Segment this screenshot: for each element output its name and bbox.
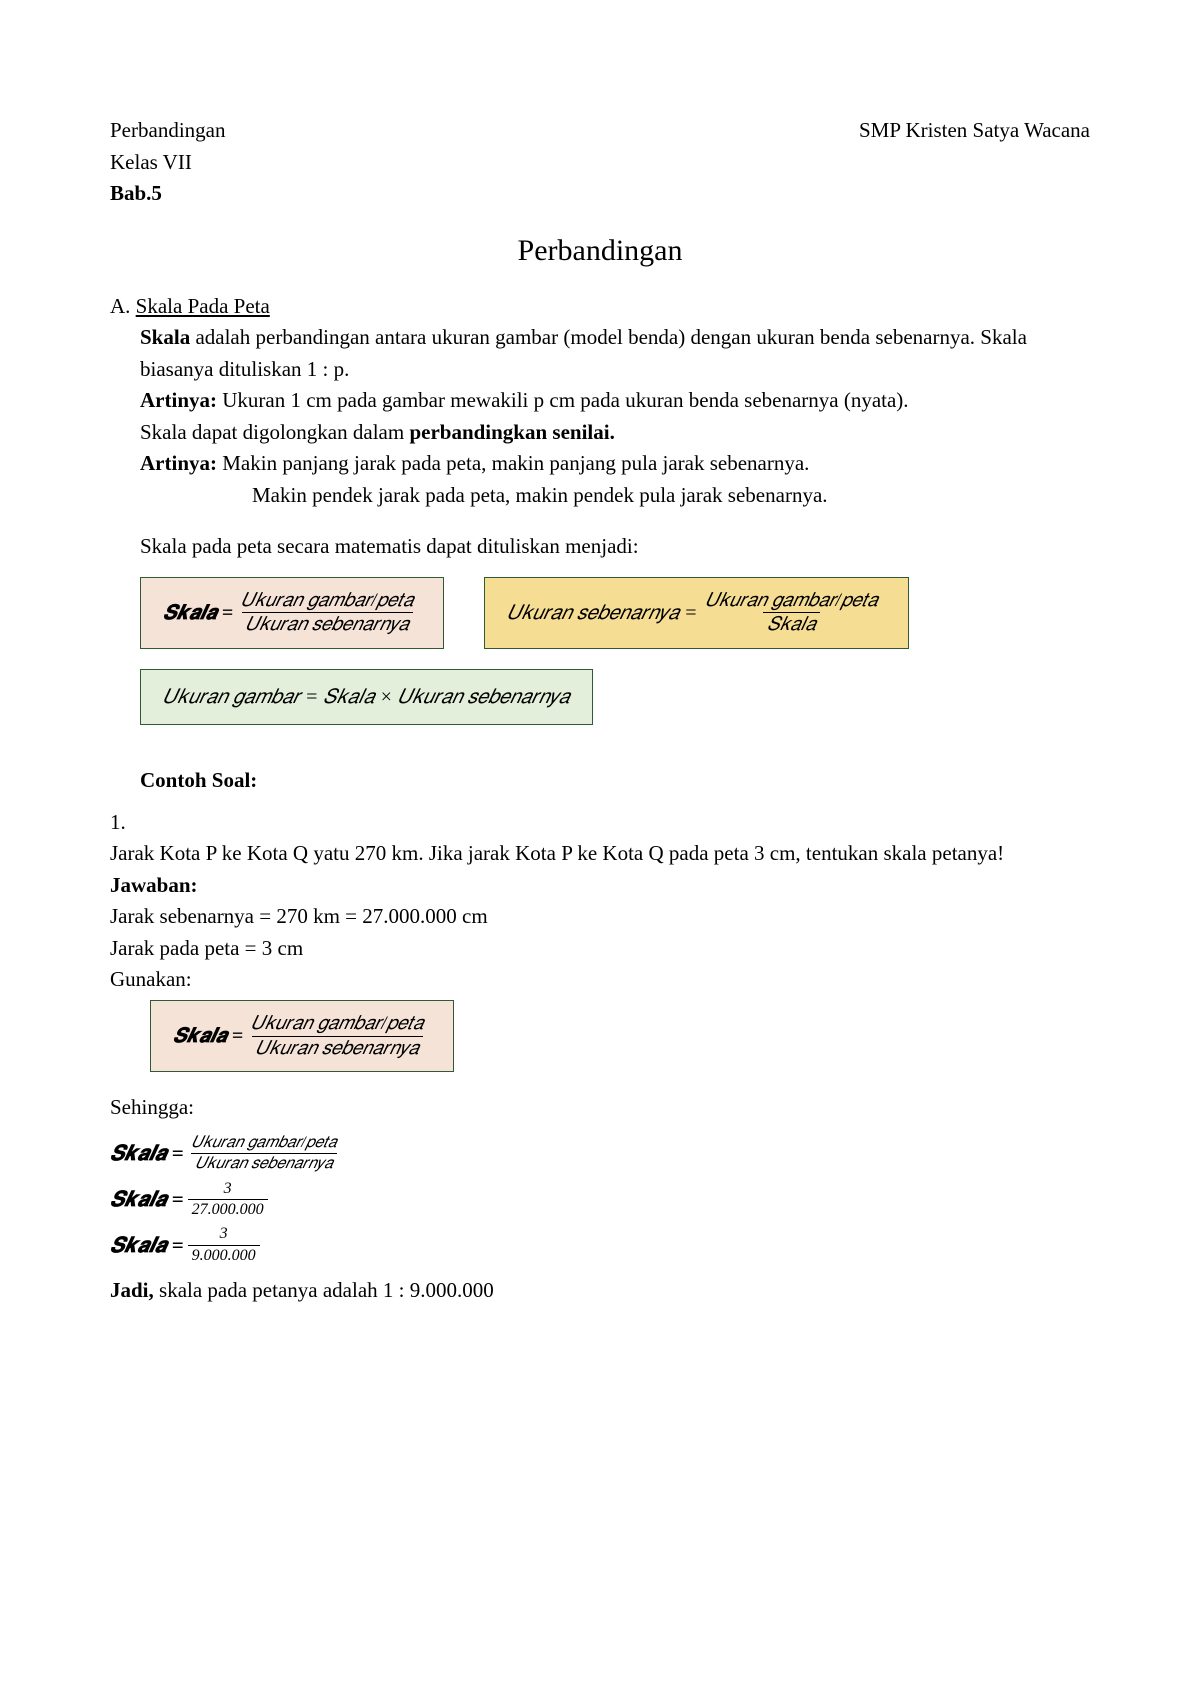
ans-line3: Gunakan: xyxy=(110,964,1056,996)
eq2: 𝑺𝒌𝒂𝒍𝒂 = 3 27.000.000 xyxy=(110,1180,1056,1220)
eq2-frac: 3 27.000.000 xyxy=(188,1180,268,1220)
g-lhs: 𝑺𝒌𝒂𝒍𝒂 = xyxy=(173,1021,243,1051)
senilai-bold: perbandingkan senilai. xyxy=(409,420,614,444)
gunakan-box: 𝑺𝒌𝒂𝒍𝒂 = 𝑈𝑘𝑢𝑟𝑎𝑛 𝑔𝑎𝑚𝑏𝑎𝑟/𝑝𝑒𝑡𝑎 𝑈𝑘𝑢𝑟𝑎𝑛 𝑠𝑒𝑏𝑒𝑛𝑎… xyxy=(150,1000,454,1073)
page-header: Perbandingan Kelas VII Bab.5 SMP Kristen… xyxy=(110,115,1090,210)
f2-lhs: 𝑈𝑘𝑢𝑟𝑎𝑛 𝑠𝑒𝑏𝑒𝑛𝑎𝑟𝑛𝑦𝑎 = xyxy=(507,598,697,628)
eq3: 𝑺𝒌𝒂𝒍𝒂 = 3 9.000.000 xyxy=(110,1225,1056,1265)
eq3-frac: 3 9.000.000 xyxy=(188,1225,260,1265)
q1-number: 1. xyxy=(110,807,140,839)
formula-box-sebenarnya: 𝑈𝑘𝑢𝑟𝑎𝑛 𝑠𝑒𝑏𝑒𝑛𝑎𝑟𝑛𝑦𝑎 = 𝑈𝑘𝑢𝑟𝑎𝑛 𝑔𝑎𝑚𝑏𝑎𝑟/𝑝𝑒𝑡𝑎 𝑆… xyxy=(484,577,908,650)
eq1-den: 𝑈𝑘𝑢𝑟𝑎𝑛 𝑠𝑒𝑏𝑒𝑛𝑎𝑟𝑛𝑦𝑎 xyxy=(191,1153,336,1173)
header-subject: Perbandingan xyxy=(110,115,225,147)
f1-den: 𝑈𝑘𝑢𝑟𝑎𝑛 𝑠𝑒𝑏𝑒𝑛𝑎𝑟𝑛𝑦𝑎 xyxy=(242,612,413,636)
para-senilai: Skala dapat digolongkan dalam perbanding… xyxy=(140,417,1090,449)
gunakan-box-wrap: 𝑺𝒌𝒂𝒍𝒂 = 𝑈𝑘𝑢𝑟𝑎𝑛 𝑔𝑎𝑚𝑏𝑎𝑟/𝑝𝑒𝑡𝑎 𝑈𝑘𝑢𝑟𝑎𝑛 𝑠𝑒𝑏𝑒𝑛𝑎… xyxy=(150,1000,1056,1073)
artinya-text-1: Ukuran 1 cm pada gambar mewakili p cm pa… xyxy=(217,388,909,412)
skala-def-text: adalah perbandingan antara ukuran gambar… xyxy=(140,325,1027,381)
header-chapter: Bab.5 xyxy=(110,178,225,210)
artinya-label-1: Artinya: xyxy=(140,388,217,412)
g-num: 𝑈𝑘𝑢𝑟𝑎𝑛 𝑔𝑎𝑚𝑏𝑎𝑟/𝑝𝑒𝑡𝑎 xyxy=(247,1013,427,1036)
q1-text: Jarak Kota P ke Kota Q yatu 270 km. Jika… xyxy=(110,841,1004,865)
para-matematis: Skala pada peta secara matematis dapat d… xyxy=(140,531,1090,563)
f2-frac: 𝑈𝑘𝑢𝑟𝑎𝑛 𝑔𝑎𝑚𝑏𝑎𝑟/𝑝𝑒𝑡𝑎 𝑆𝑘𝑎𝑙𝑎 xyxy=(701,590,881,637)
senilai-pre: Skala dapat digolongkan dalam xyxy=(140,420,409,444)
jadi-bold: Jadi, xyxy=(110,1278,154,1302)
eq2-den: 27.000.000 xyxy=(188,1199,268,1219)
eq3-num: 3 xyxy=(216,1225,232,1244)
contoh-heading: Contoh Soal: xyxy=(140,765,1090,797)
para-skala-def: Skala adalah perbandingan antara ukuran … xyxy=(140,322,1090,385)
f2-den: 𝑆𝑘𝑎𝑙𝑎 xyxy=(763,612,819,636)
f1-frac: 𝑈𝑘𝑢𝑟𝑎𝑛 𝑔𝑎𝑚𝑏𝑎𝑟/𝑝𝑒𝑡𝑎 𝑈𝑘𝑢𝑟𝑎𝑛 𝑠𝑒𝑏𝑒𝑛𝑎𝑟𝑛𝑦𝑎 xyxy=(237,590,417,637)
q1-body: Jarak Kota P ke Kota Q yatu 270 km. Jika… xyxy=(110,838,1056,1307)
jadi-rest: skala pada petanya adalah 1 : 9.000.000 xyxy=(154,1278,494,1302)
formula-row-1: 𝑺𝒌𝒂𝒍𝒂 = 𝑈𝑘𝑢𝑟𝑎𝑛 𝑔𝑎𝑚𝑏𝑎𝑟/𝑝𝑒𝑡𝑎 𝑈𝑘𝑢𝑟𝑎𝑛 𝑠𝑒𝑏𝑒𝑛𝑎… xyxy=(140,577,1090,650)
section-letter: A. xyxy=(110,294,130,318)
artinya-line2: Makin pendek jarak pada peta, makin pend… xyxy=(140,480,1090,512)
eq2-num: 3 xyxy=(220,1180,236,1199)
question-1: 1. Jarak Kota P ke Kota Q yatu 270 km. J… xyxy=(110,807,1090,1307)
eq1-frac: 𝑈𝑘𝑢𝑟𝑎𝑛 𝑔𝑎𝑚𝑏𝑎𝑟/𝑝𝑒𝑡𝑎 𝑈𝑘𝑢𝑟𝑎𝑛 𝑠𝑒𝑏𝑒𝑛𝑎𝑟𝑛𝑦𝑎 xyxy=(188,1134,341,1174)
f2-num: 𝑈𝑘𝑢𝑟𝑎𝑛 𝑔𝑎𝑚𝑏𝑎𝑟/𝑝𝑒𝑡𝑎 xyxy=(701,590,881,613)
para-artinya-2: Artinya: Makin panjang jarak pada peta, … xyxy=(140,448,1090,480)
para-artinya-1: Artinya: Ukuran 1 cm pada gambar mewakil… xyxy=(140,385,1090,417)
ans-line1: Jarak sebenarnya = 270 km = 27.000.000 c… xyxy=(110,901,1056,933)
formula-box-skala: 𝑺𝒌𝒂𝒍𝒂 = 𝑈𝑘𝑢𝑟𝑎𝑛 𝑔𝑎𝑚𝑏𝑎𝑟/𝑝𝑒𝑡𝑎 𝑈𝑘𝑢𝑟𝑎𝑛 𝑠𝑒𝑏𝑒𝑛𝑎… xyxy=(140,577,444,650)
skala-bold: Skala xyxy=(140,325,190,349)
header-left: Perbandingan Kelas VII Bab.5 xyxy=(110,115,225,210)
f1-num: 𝑈𝑘𝑢𝑟𝑎𝑛 𝑔𝑎𝑚𝑏𝑎𝑟/𝑝𝑒𝑡𝑎 xyxy=(237,590,417,613)
eq3-lhs: 𝑺𝒌𝒂𝒍𝒂 = xyxy=(110,1230,184,1262)
formula-row-2: 𝑈𝑘𝑢𝑟𝑎𝑛 𝑔𝑎𝑚𝑏𝑎𝑟 = 𝑆𝑘𝑎𝑙𝑎 × 𝑈𝑘𝑢𝑟𝑎𝑛 𝑠𝑒𝑏𝑒𝑛𝑎𝑟𝑛𝑦… xyxy=(140,669,1090,725)
eq1-lhs: 𝑺𝒌𝒂𝒍𝒂 = xyxy=(110,1138,184,1170)
g-frac: 𝑈𝑘𝑢𝑟𝑎𝑛 𝑔𝑎𝑚𝑏𝑎𝑟/𝑝𝑒𝑡𝑎 𝑈𝑘𝑢𝑟𝑎𝑛 𝑠𝑒𝑏𝑒𝑛𝑎𝑟𝑛𝑦𝑎 xyxy=(247,1013,427,1060)
section-a: A. Skala Pada Peta Skala adalah perbandi… xyxy=(110,291,1090,1307)
eq3-den: 9.000.000 xyxy=(188,1245,260,1265)
eq1-num: 𝑈𝑘𝑢𝑟𝑎𝑛 𝑔𝑎𝑚𝑏𝑎𝑟/𝑝𝑒𝑡𝑎 xyxy=(188,1134,341,1153)
eq2-lhs: 𝑺𝒌𝒂𝒍𝒂 = xyxy=(110,1184,184,1216)
header-class: Kelas VII xyxy=(110,147,225,179)
header-school: SMP Kristen Satya Wacana xyxy=(859,115,1090,210)
artinya-label-2: Artinya: xyxy=(140,451,217,475)
ans-line2: Jarak pada peta = 3 cm xyxy=(110,933,1056,965)
formula-box-gambar: 𝑈𝑘𝑢𝑟𝑎𝑛 𝑔𝑎𝑚𝑏𝑎𝑟 = 𝑆𝑘𝑎𝑙𝑎 × 𝑈𝑘𝑢𝑟𝑎𝑛 𝑠𝑒𝑏𝑒𝑛𝑎𝑟𝑛𝑦… xyxy=(140,669,593,725)
section-heading: Skala Pada Peta xyxy=(136,294,270,318)
f1-lhs: 𝑺𝒌𝒂𝒍𝒂 = xyxy=(163,598,233,628)
jadi-line: Jadi, skala pada petanya adalah 1 : 9.00… xyxy=(110,1275,1056,1307)
f3-text: 𝑈𝑘𝑢𝑟𝑎𝑛 𝑔𝑎𝑚𝑏𝑎𝑟 = 𝑆𝑘𝑎𝑙𝑎 × 𝑈𝑘𝑢𝑟𝑎𝑛 𝑠𝑒𝑏𝑒𝑛𝑎𝑟𝑛𝑦… xyxy=(163,682,570,712)
artinya-line1: Makin panjang jarak pada peta, makin pan… xyxy=(217,451,809,475)
jawaban-label: Jawaban: xyxy=(110,870,1056,902)
page-title: Perbandingan xyxy=(110,228,1090,273)
sehingga-label: Sehingga: xyxy=(110,1092,1056,1124)
eq1: 𝑺𝒌𝒂𝒍𝒂 = 𝑈𝑘𝑢𝑟𝑎𝑛 𝑔𝑎𝑚𝑏𝑎𝑟/𝑝𝑒𝑡𝑎 𝑈𝑘𝑢𝑟𝑎𝑛 𝑠𝑒𝑏𝑒𝑛𝑎… xyxy=(110,1134,1056,1174)
section-body: Skala adalah perbandingan antara ukuran … xyxy=(110,322,1090,1307)
g-den: 𝑈𝑘𝑢𝑟𝑎𝑛 𝑠𝑒𝑏𝑒𝑛𝑎𝑟𝑛𝑦𝑎 xyxy=(252,1036,423,1060)
